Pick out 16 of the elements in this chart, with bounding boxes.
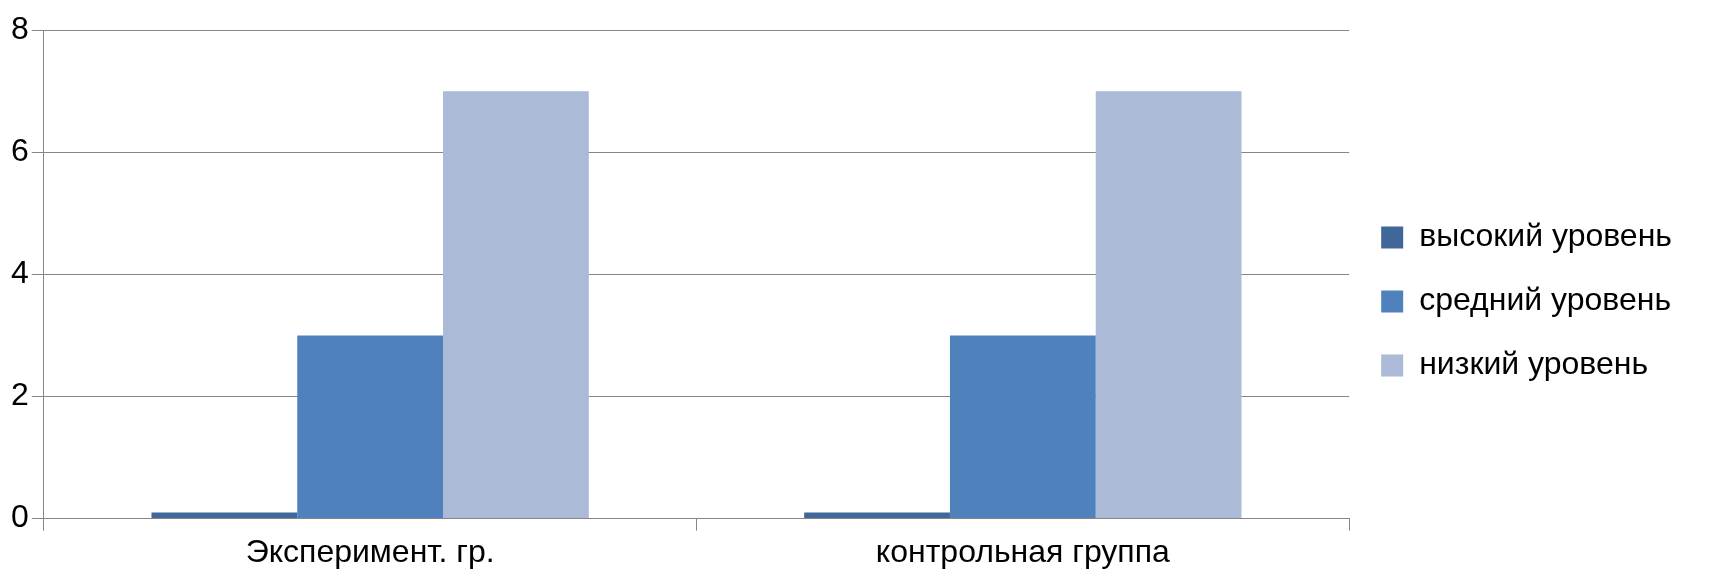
y-tick-label: 2 [11,376,29,413]
x-tick-label: контрольная группа [875,532,1171,569]
bar [949,335,1096,519]
y-tick-label: 8 [11,10,29,47]
legend-label: высокий уровень [1419,217,1672,254]
y-tick-label: 0 [11,498,29,535]
bar [443,91,589,519]
bar [1095,91,1242,519]
legend-label: средний уровень [1419,281,1672,318]
legend-label: низкий уровень [1419,345,1649,382]
bar [151,512,298,519]
y-tick-label: 4 [11,254,29,291]
bar [297,335,444,519]
x-tick-label: Эксперимент. гр. [245,532,495,569]
y-tick-label: 6 [11,132,29,169]
bar [804,512,950,519]
